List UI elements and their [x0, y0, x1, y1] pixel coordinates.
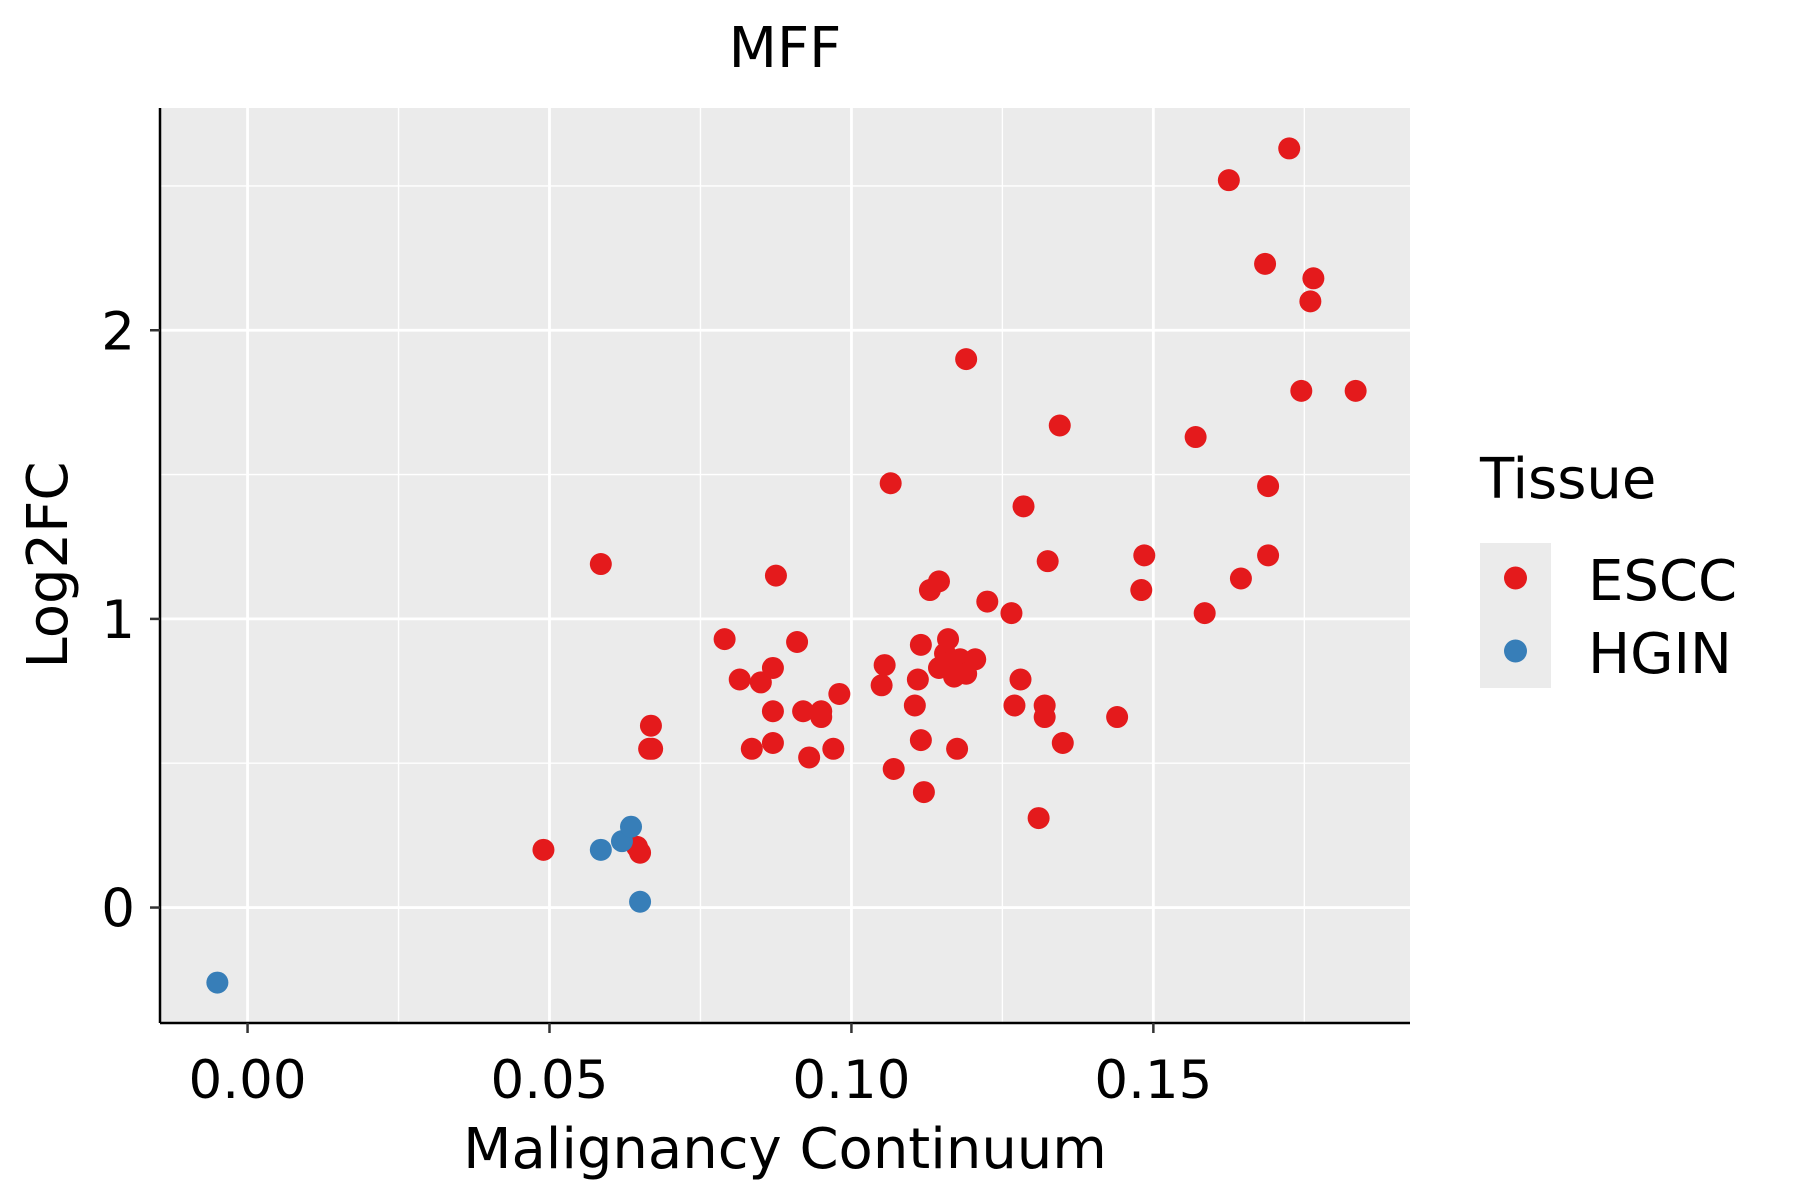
y-tick-label: 0: [101, 879, 135, 940]
data-point-hgin: [589, 838, 612, 861]
data-point-escc: [1012, 495, 1035, 518]
chart-title: MFF: [729, 16, 842, 81]
data-point-escc: [761, 732, 784, 755]
data-point-hgin: [620, 815, 643, 838]
data-point-escc: [1009, 668, 1032, 691]
data-point-escc: [1027, 807, 1050, 830]
data-point-escc: [937, 628, 960, 651]
data-point-escc: [1106, 706, 1129, 729]
x-tick-label: 0.15: [1094, 1050, 1212, 1111]
data-point-escc: [906, 668, 929, 691]
data-point-hgin: [206, 971, 229, 994]
data-point-escc: [589, 553, 612, 576]
data-point-escc: [822, 737, 845, 760]
data-point-escc: [786, 630, 809, 653]
data-point-escc: [976, 590, 999, 613]
data-point-escc: [1036, 550, 1059, 573]
data-point-escc: [1257, 544, 1280, 567]
data-point-escc: [903, 694, 926, 717]
data-point-escc: [629, 841, 652, 864]
data-point-escc: [1299, 290, 1322, 313]
data-point-escc: [1003, 694, 1026, 717]
data-point-escc: [1257, 475, 1280, 498]
plot-panel: [160, 108, 1410, 1023]
data-point-escc: [1278, 137, 1301, 160]
data-point-escc: [1229, 567, 1252, 590]
legend-title: Tissue: [1479, 447, 1656, 512]
data-point-escc: [828, 682, 851, 705]
data-point-escc: [1033, 706, 1056, 729]
data-point-escc: [749, 671, 772, 694]
data-point-escc: [912, 781, 935, 804]
data-point-escc: [882, 757, 905, 780]
legend-key-background: [1480, 543, 1551, 688]
data-point-escc: [740, 737, 763, 760]
data-point-escc: [810, 706, 833, 729]
data-point-escc: [955, 348, 978, 371]
y-axis-ticks: 0 1 2: [101, 301, 160, 940]
x-axis-label: Malignancy Continuum: [463, 1117, 1107, 1182]
data-point-escc: [870, 674, 893, 697]
data-point-escc: [761, 656, 784, 679]
legend-key-hgin: [1504, 639, 1527, 663]
y-tick-label: 1: [101, 590, 135, 651]
data-point-escc: [638, 737, 661, 760]
data-point-escc: [909, 729, 932, 752]
legend-label-hgin: HGIN: [1588, 622, 1732, 687]
data-point-escc: [1133, 544, 1156, 567]
data-point-escc: [1000, 602, 1023, 625]
data-point-escc: [639, 714, 662, 737]
y-axis-label: Log2FC: [16, 462, 81, 669]
legend: Tissue ESCC HGIN: [1479, 447, 1737, 688]
data-point-escc: [964, 648, 987, 671]
data-point-escc: [927, 570, 950, 593]
data-point-escc: [909, 633, 932, 656]
data-point-escc: [798, 746, 821, 769]
data-points: [206, 137, 1367, 994]
x-tick-label: 0.05: [490, 1050, 608, 1111]
data-point-escc: [1051, 732, 1074, 755]
data-point-escc: [1290, 379, 1313, 402]
x-tick-label: 0.10: [792, 1050, 910, 1111]
data-point-escc: [532, 838, 555, 861]
data-point-escc: [1302, 267, 1325, 290]
data-point-escc: [1130, 579, 1153, 602]
data-point-escc: [761, 700, 784, 723]
data-point-escc: [1184, 426, 1207, 449]
legend-key-escc: [1504, 566, 1527, 590]
legend-label-escc: ESCC: [1588, 549, 1737, 614]
x-tick-label: 0.00: [189, 1050, 307, 1111]
data-point-escc: [1344, 379, 1367, 402]
data-point-escc: [946, 737, 969, 760]
data-point-escc: [1254, 252, 1277, 275]
data-point-escc: [1193, 602, 1216, 625]
data-point-escc: [728, 668, 751, 691]
data-point-escc: [1048, 414, 1071, 437]
x-axis-ticks: 0.00 0.05 0.10 0.15: [189, 1023, 1212, 1111]
y-tick-label: 2: [101, 301, 135, 362]
data-point-escc: [713, 628, 736, 651]
data-point-escc: [873, 654, 896, 677]
data-point-escc: [879, 472, 902, 495]
data-point-escc: [792, 700, 815, 723]
data-point-hgin: [629, 890, 652, 913]
data-point-escc: [764, 564, 787, 587]
minor-gridlines: [160, 108, 1410, 1023]
data-point-escc: [1217, 169, 1240, 192]
